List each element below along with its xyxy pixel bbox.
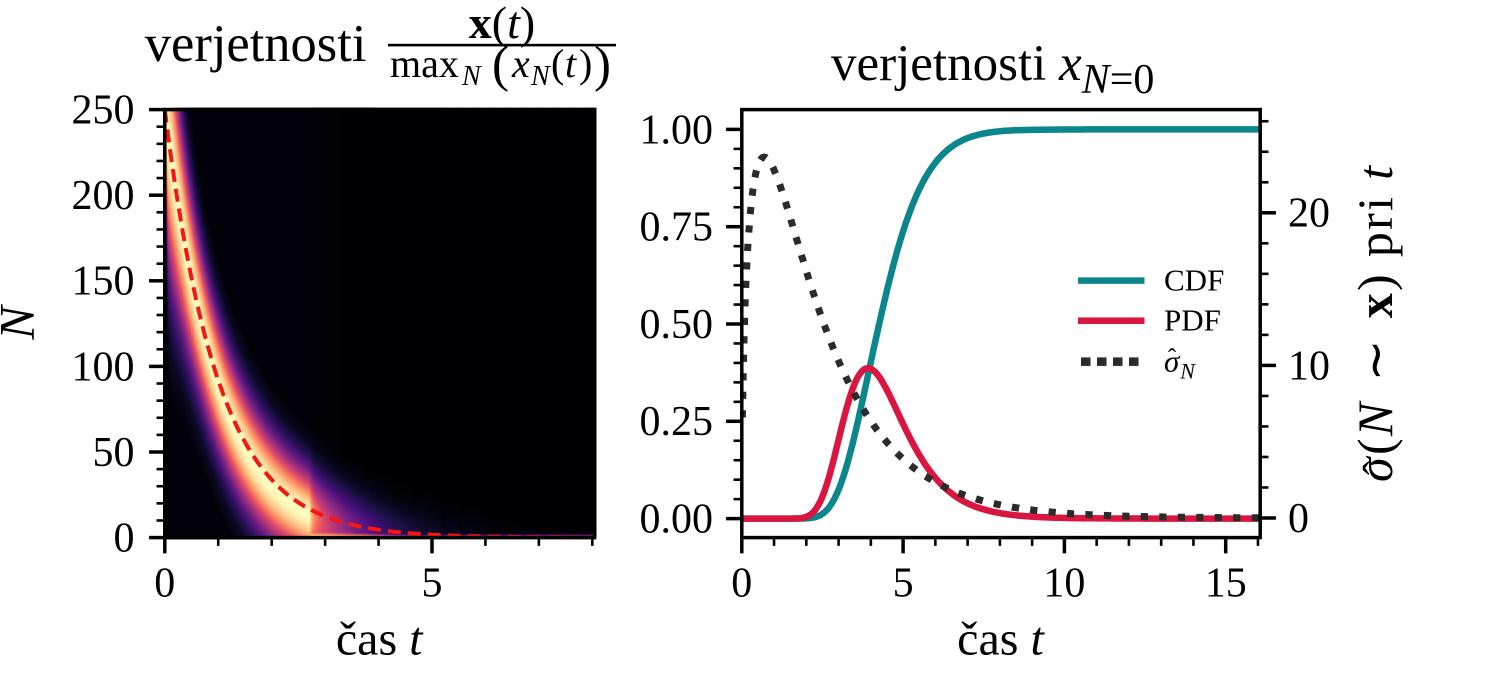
svg-text:0: 0	[114, 516, 135, 562]
svg-text:x(t): x(t)	[469, 0, 535, 48]
svg-text:10: 10	[1288, 343, 1330, 389]
svg-text:N: N	[0, 304, 45, 341]
svg-text:): )	[594, 37, 611, 93]
svg-text:x: x	[511, 41, 530, 86]
svg-text:CDF: CDF	[1164, 262, 1224, 297]
svg-text:PDF: PDF	[1164, 303, 1221, 338]
svg-text:0.25: 0.25	[640, 399, 714, 445]
svg-text:15: 15	[1205, 561, 1247, 607]
svg-text:0: 0	[154, 561, 175, 607]
svg-text:10: 10	[1043, 561, 1085, 607]
svg-text:(: (	[551, 41, 564, 86]
svg-text:verjetnosti: verjetnosti	[145, 15, 367, 73]
svg-text:5: 5	[422, 561, 443, 607]
svg-text:250: 250	[72, 88, 135, 134]
svg-text:5: 5	[893, 561, 914, 607]
svg-text:σ(N ∼ x) pri t: σ(N ∼ x) pri t	[1347, 165, 1403, 482]
svg-text:t: t	[565, 41, 577, 86]
svg-text:200: 200	[72, 173, 135, 219]
svg-text:čas t: čas t	[336, 613, 424, 666]
svg-text:100: 100	[72, 344, 135, 390]
svg-text:0.75: 0.75	[640, 205, 714, 251]
svg-text:N: N	[461, 61, 482, 92]
svg-text:ˆ: ˆ	[1356, 461, 1402, 475]
svg-text:150: 150	[72, 259, 135, 305]
svg-text:max: max	[390, 41, 459, 86]
svg-text:0.50: 0.50	[640, 302, 714, 348]
svg-text:1.00: 1.00	[640, 107, 714, 153]
svg-text:0: 0	[1288, 496, 1309, 542]
svg-text:0.00: 0.00	[640, 497, 714, 543]
svg-text:): )	[579, 41, 592, 86]
svg-text:0: 0	[731, 561, 752, 607]
svg-text:50: 50	[93, 430, 135, 476]
svg-text:čas t: čas t	[957, 613, 1045, 666]
svg-text:σN: σN	[1164, 343, 1196, 383]
svg-text:20: 20	[1288, 191, 1330, 237]
svg-text:N: N	[530, 61, 551, 92]
svg-text:ˆ: ˆ	[1168, 345, 1177, 372]
svg-text:(: (	[492, 37, 509, 93]
